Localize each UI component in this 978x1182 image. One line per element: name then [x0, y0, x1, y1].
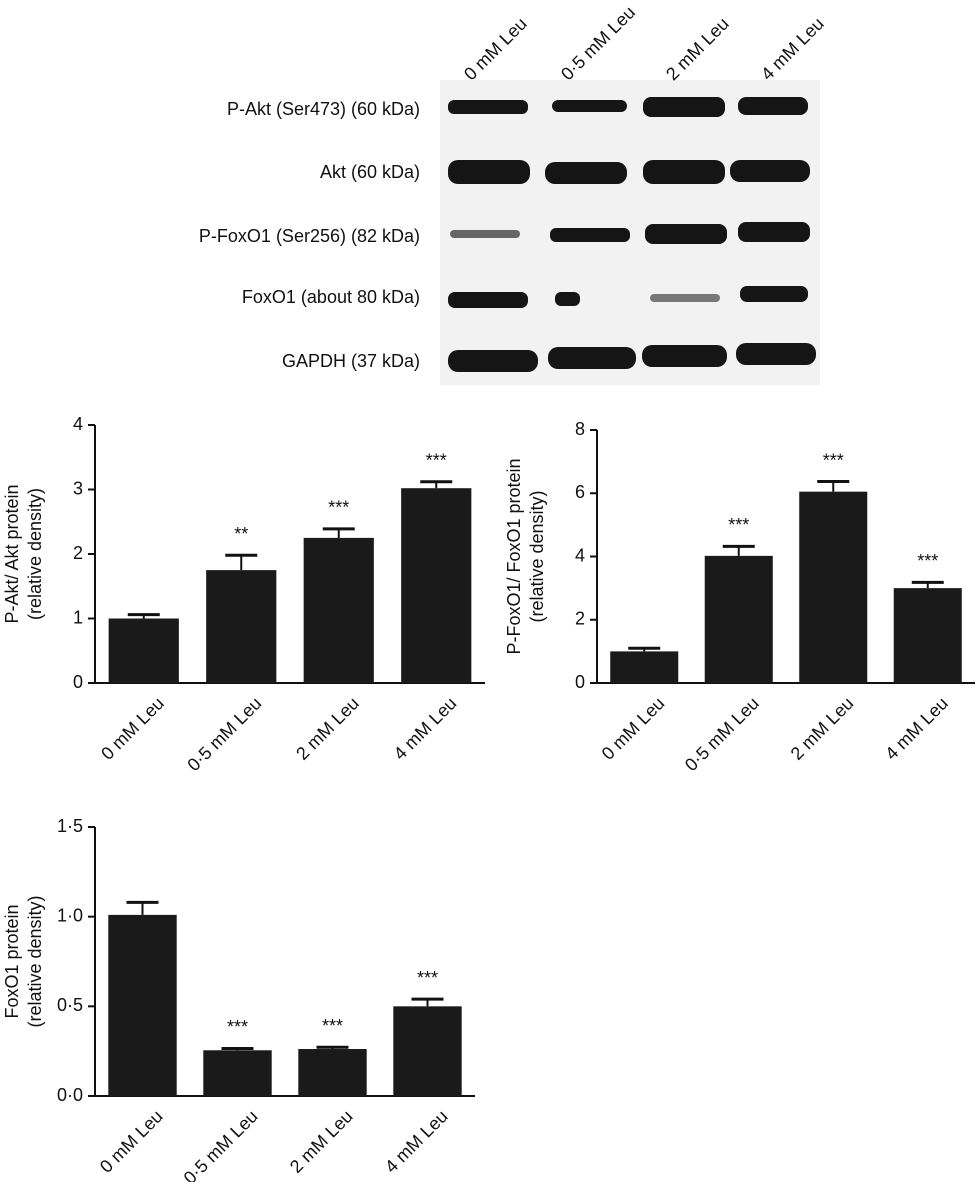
y-axis-label: P-FoxO1/ FoxO1 protein [504, 458, 524, 654]
y-axis-label: P-Akt/ Akt protein [2, 484, 22, 623]
y-tick-label: 6 [575, 482, 585, 502]
y-axis-label: (relative density) [25, 488, 45, 620]
significance-label: *** [328, 498, 349, 518]
significance-label: *** [728, 515, 749, 535]
blot-row-label: P-FoxO1 (Ser256) (82 kDa) [199, 226, 420, 246]
bar [610, 651, 679, 683]
bar [799, 491, 868, 683]
significance-label: *** [823, 450, 844, 470]
bar [893, 588, 962, 683]
y-tick-label: 1·0 [57, 905, 83, 925]
y-tick-label: 4 [73, 414, 83, 434]
bar [203, 1050, 272, 1096]
y-tick-label: 1 [73, 607, 83, 627]
bar [303, 537, 374, 683]
significance-label: *** [417, 968, 438, 988]
x-tick-label: 2 mM Leu [286, 1106, 357, 1177]
y-tick-label: 1·5 [57, 816, 83, 836]
bar [206, 570, 277, 683]
x-tick-label: 0·5 mM Leu [180, 1106, 262, 1182]
lane-label: 4 mM Leu [757, 13, 828, 84]
x-tick-label: 0 mM Leu [598, 693, 669, 764]
x-tick-label: 0·5 mM Leu [183, 693, 265, 775]
x-tick-label: 2 mM Leu [787, 693, 858, 764]
western-blot [440, 80, 820, 385]
lane-label: 0·5 mM Leu [557, 2, 639, 84]
lane-label: 0 mM Leu [460, 13, 531, 84]
y-tick-label: 0 [73, 672, 83, 692]
blot-row-label: P-Akt (Ser473) (60 kDa) [227, 99, 420, 119]
x-tick-label: 0·5 mM Leu [681, 693, 763, 775]
bar [401, 488, 472, 683]
y-axis-label: (relative density) [527, 490, 547, 622]
y-tick-label: 4 [575, 545, 585, 565]
blot-row-label: GAPDH (37 kDa) [282, 351, 420, 371]
lane-label: 2 mM Leu [662, 13, 733, 84]
y-axis-label: (relative density) [25, 895, 45, 1027]
y-tick-label: 0·0 [57, 1085, 83, 1105]
significance-label: *** [322, 1016, 343, 1036]
y-axis-label: FoxO1 protein [2, 904, 22, 1018]
bar [704, 555, 773, 683]
x-tick-label: 4 mM Leu [381, 1106, 452, 1177]
x-tick-label: 4 mM Leu [881, 693, 952, 764]
y-tick-label: 8 [575, 419, 585, 439]
bar [393, 1006, 462, 1096]
x-tick-label: 0 mM Leu [96, 1106, 167, 1177]
blot-row-label: FoxO1 (about 80 kDa) [242, 287, 420, 307]
bar [108, 914, 177, 1096]
significance-label: *** [227, 1017, 248, 1037]
significance-label: *** [917, 551, 938, 571]
bar [108, 618, 179, 683]
y-tick-label: 2 [73, 543, 83, 563]
x-tick-label: 0 mM Leu [97, 693, 168, 764]
significance-label: *** [426, 451, 447, 471]
y-tick-label: 2 [575, 609, 585, 629]
y-tick-label: 0·5 [57, 995, 83, 1015]
y-tick-label: 0 [575, 672, 585, 692]
y-tick-label: 3 [73, 478, 83, 498]
bar [298, 1049, 367, 1096]
blot-row-label: Akt (60 kDa) [320, 162, 420, 182]
significance-label: ** [234, 524, 248, 544]
x-tick-label: 4 mM Leu [390, 693, 461, 764]
x-tick-label: 2 mM Leu [292, 693, 363, 764]
blot-bands [448, 97, 816, 372]
